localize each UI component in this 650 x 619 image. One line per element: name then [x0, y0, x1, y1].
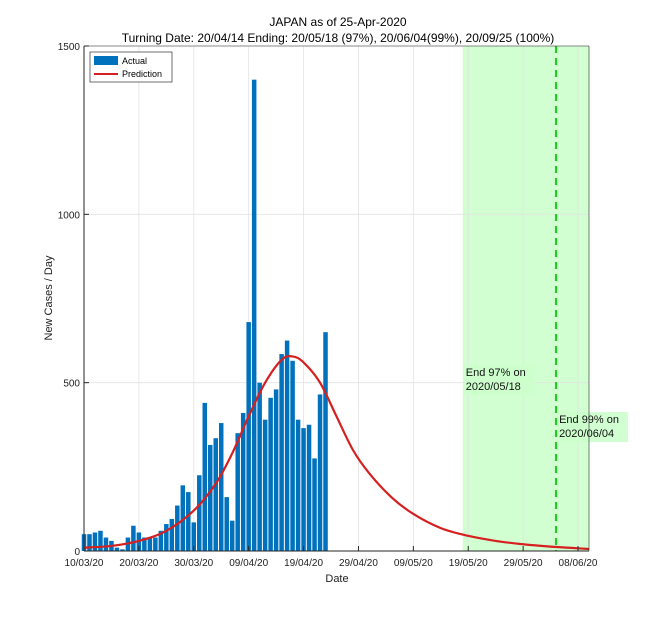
- y-tick-label: 1500: [58, 42, 81, 53]
- annotation-text: End 97% on: [466, 367, 526, 379]
- bar: [246, 322, 251, 551]
- bar: [153, 537, 158, 551]
- bar: [175, 505, 180, 551]
- bar: [120, 549, 125, 551]
- chart-title: JAPAN as of 25-Apr-2020: [269, 15, 407, 29]
- x-tick-label: 09/04/20: [229, 558, 268, 569]
- bar: [257, 382, 262, 551]
- bar: [312, 458, 317, 551]
- x-tick-label: 10/03/20: [65, 558, 104, 569]
- x-tick-label: 20/03/20: [119, 558, 158, 569]
- bar: [240, 412, 246, 551]
- bar: [235, 433, 240, 551]
- bar: [290, 360, 295, 551]
- bar: [98, 530, 103, 551]
- bar: [180, 485, 186, 551]
- x-tick-label: 19/05/20: [449, 558, 488, 569]
- x-axis-label: Date: [325, 573, 348, 585]
- bar: [142, 537, 147, 551]
- bar: [186, 492, 191, 551]
- x-tick-label: 29/04/20: [339, 558, 378, 569]
- x-tick-label: 30/03/20: [174, 558, 213, 569]
- bar: [158, 530, 164, 551]
- bar: [191, 522, 197, 551]
- bar: [92, 532, 98, 551]
- bar: [251, 79, 257, 552]
- x-tick-label: 08/06/20: [559, 558, 598, 569]
- prediction-line: [83, 355, 590, 551]
- bar: [301, 428, 306, 551]
- bar: [229, 520, 235, 551]
- bar: [323, 332, 328, 551]
- legend-actual-swatch: [94, 56, 118, 65]
- y-axis-label: New Cases / Day: [43, 255, 55, 340]
- bar: [169, 519, 175, 551]
- bar: [284, 340, 290, 551]
- bar: [306, 424, 312, 551]
- bar: [202, 402, 208, 551]
- shaded-region: [462, 46, 589, 551]
- bar: [131, 525, 136, 551]
- annotation-text: 2020/06/04: [559, 428, 614, 440]
- bar: [317, 394, 323, 551]
- annotation-text: 2020/05/18: [466, 381, 521, 393]
- legend-prediction-label: Prediction: [122, 69, 162, 79]
- annotation-background: [558, 412, 629, 443]
- bar: [147, 537, 153, 551]
- bar: [268, 397, 273, 551]
- bar: [164, 524, 169, 551]
- bar: [197, 475, 202, 551]
- y-tick-label: 500: [63, 379, 80, 390]
- legend-actual-label: Actual: [122, 56, 147, 66]
- y-tick-label: 1000: [58, 210, 81, 221]
- bar: [218, 423, 224, 551]
- bar: [103, 537, 109, 551]
- bar: [224, 497, 229, 551]
- annotation-background: [464, 364, 535, 395]
- x-tick-label: 19/04/20: [284, 558, 323, 569]
- bar: [273, 389, 279, 551]
- x-tick-label: 29/05/20: [504, 558, 543, 569]
- y-tick-label: 0: [74, 547, 80, 558]
- chart-subtitle: Turning Date: 20/04/14 Ending: 20/05/18 …: [122, 31, 555, 45]
- bar: [295, 419, 301, 551]
- bar: [207, 444, 213, 551]
- bar: [262, 419, 268, 551]
- bar: [114, 547, 120, 551]
- bar: [87, 534, 92, 551]
- bar: [279, 354, 284, 551]
- bar: [213, 438, 218, 551]
- x-tick-label: 09/05/20: [394, 558, 433, 569]
